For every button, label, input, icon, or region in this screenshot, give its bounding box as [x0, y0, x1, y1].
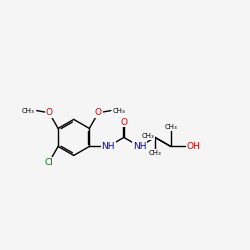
Text: CH₃: CH₃: [113, 108, 126, 114]
Text: OH: OH: [187, 142, 201, 151]
Text: CH₃: CH₃: [142, 133, 154, 139]
Text: Cl: Cl: [45, 158, 54, 166]
Text: CH₃: CH₃: [149, 150, 162, 156]
Text: CH₃: CH₃: [22, 108, 35, 114]
Text: O: O: [95, 108, 102, 117]
Text: CH₃: CH₃: [164, 124, 177, 130]
Text: NH: NH: [102, 142, 115, 151]
Text: O: O: [46, 108, 52, 117]
Text: O: O: [120, 118, 127, 126]
Text: NH: NH: [133, 142, 146, 151]
